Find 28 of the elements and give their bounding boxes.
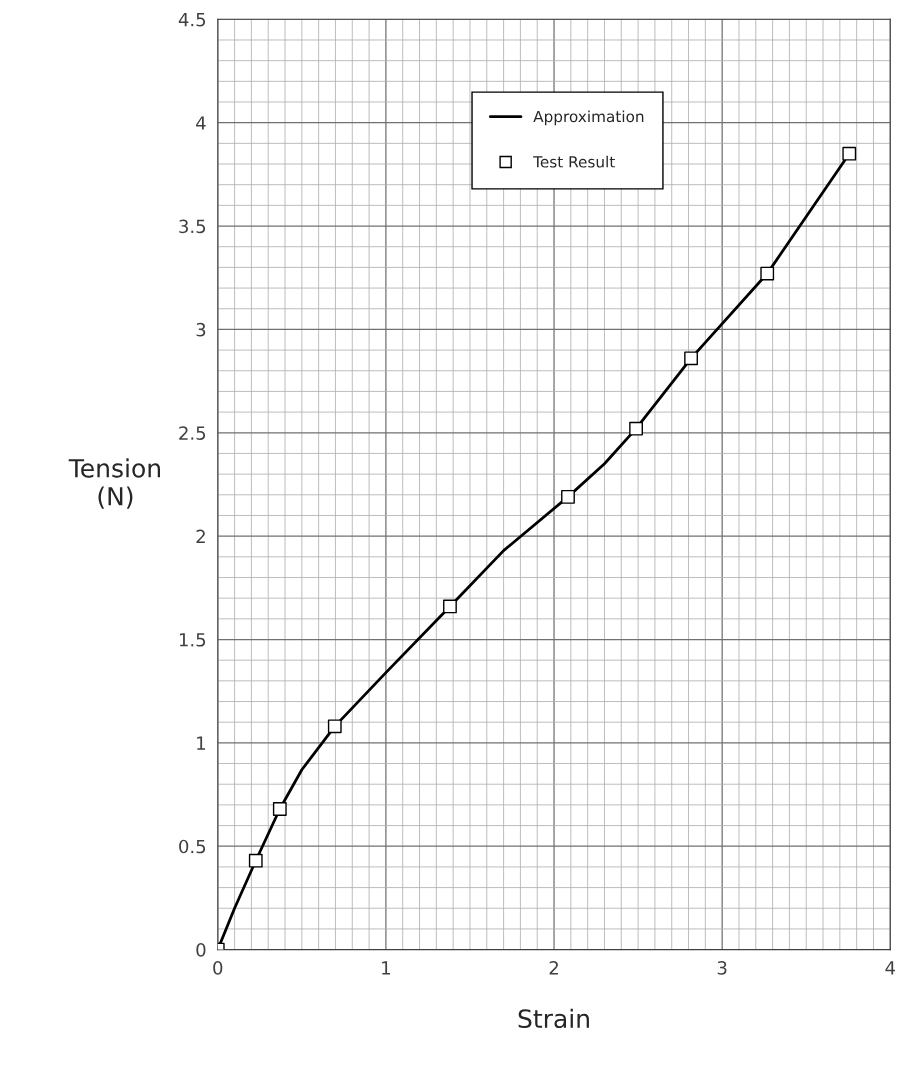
point <box>248 853 263 868</box>
y-tick-label: 1 <box>197 736 205 750</box>
point <box>272 802 287 816</box>
y-tick-label: 3.5 <box>179 219 206 234</box>
x-tick-label: 1 <box>382 961 390 975</box>
point <box>684 351 698 366</box>
y-tick-label: 4 <box>196 116 206 130</box>
legend-label: Approximation <box>533 110 644 126</box>
point <box>561 489 575 504</box>
y-tick-label: 4.5 <box>178 13 206 27</box>
y-tick-label: 3 <box>196 322 206 337</box>
y-tick-label: 0.5 <box>179 839 206 854</box>
point <box>327 719 342 734</box>
y-axis-title: Tension (N) <box>68 458 160 509</box>
x-tick-label: 4 <box>885 961 896 975</box>
point <box>842 146 857 161</box>
y-tick-label: 2 <box>196 529 205 543</box>
point <box>629 421 643 436</box>
y-tick-label: 0 <box>196 943 206 957</box>
legend-label: Test Result <box>533 155 615 168</box>
x-axis-title: Strain <box>518 1008 589 1029</box>
y-tick-label: 1.5 <box>179 633 206 647</box>
x-tick-label: 0 <box>213 961 223 975</box>
x-tick-label: 3 <box>717 961 727 975</box>
point <box>443 599 457 614</box>
x-tick-label: 2 <box>549 961 558 975</box>
point <box>760 266 775 281</box>
y-tick-label: 2.5 <box>179 426 206 440</box>
